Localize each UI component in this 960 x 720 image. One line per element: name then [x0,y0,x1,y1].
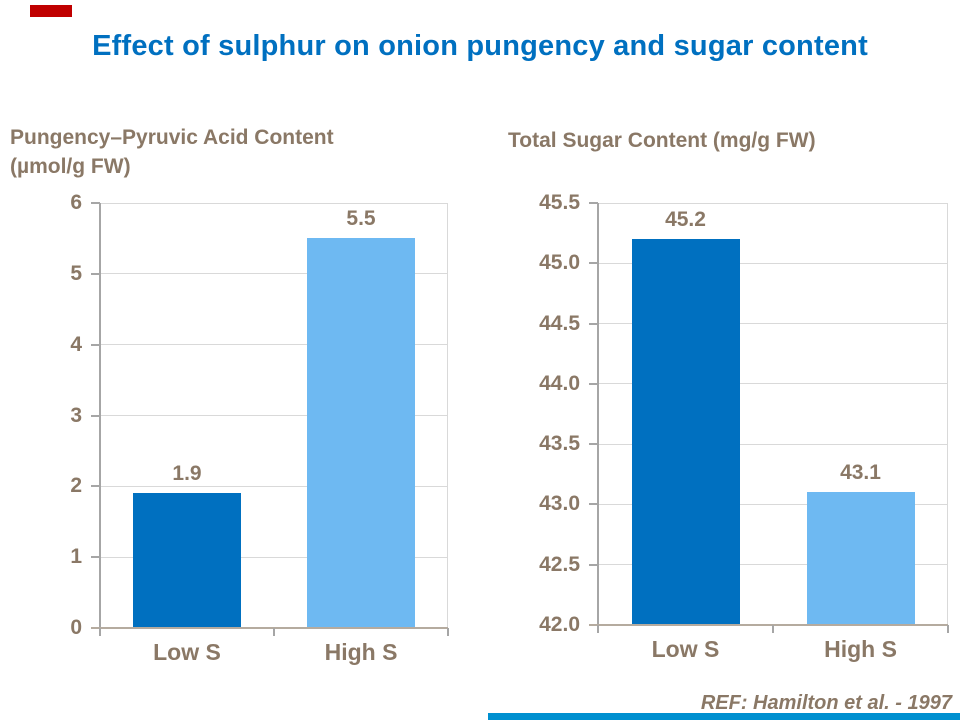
y-tick-label: 44.0 [539,371,580,395]
y-tick-label: 44.5 [539,311,580,335]
left-chart-title-line2: (µmol/g FW) [10,155,131,178]
y-axis-tick [91,556,100,559]
x-axis-tick [597,625,599,633]
right-chart-title: Total Sugar Content (mg/g FW) [508,126,958,155]
y-tick-label: 42.0 [539,613,580,636]
gridline [598,503,948,505]
right-chart-title-line1: Total Sugar Content (mg/g FW) [508,129,816,152]
gridline [100,202,448,204]
y-tick-label: 2 [70,474,82,498]
gridline [100,344,448,346]
bar-value-label: 43.1 [840,461,881,485]
slide-title: Effect of sulphur on onion pungency and … [92,30,868,62]
bar-high-s [806,492,915,625]
bar-value-label: 45.2 [665,208,706,232]
y-axis-tick [589,322,598,325]
x-axis-tick [99,628,101,636]
y-tick-label: 0 [70,616,82,639]
x-category-label: Low S [153,639,221,665]
red-accent-mark [30,5,72,17]
bar-low-s [133,493,241,628]
gridline [598,323,948,325]
y-tick-label: 3 [70,403,82,427]
y-axis-line [99,203,101,628]
y-axis-tick [91,414,100,417]
blue-accent-bar [488,713,960,720]
y-axis-tick [589,382,598,385]
y-axis-tick [589,262,598,265]
x-axis-baseline [589,624,948,626]
gridline [598,202,948,204]
left-chart-title: Pungency–Pyruvic Acid Content (µmol/g FW… [10,123,480,181]
y-tick-label: 1 [70,545,82,569]
gridline [100,556,448,558]
y-axis-tick [91,202,100,204]
x-axis-baseline [91,627,448,629]
x-category-label: High S [824,636,897,662]
y-tick-label: 45.0 [539,251,580,275]
gridline [598,443,948,445]
y-axis-tick [589,202,598,204]
y-tick-label: 42.5 [539,552,580,576]
x-category-label: High S [324,639,398,665]
y-tick-label: 4 [70,332,82,356]
bar-high-s [307,238,415,628]
y-tick-label: 6 [70,191,82,214]
y-tick-label: 43.0 [539,492,580,516]
y-tick-label: 43.5 [539,432,580,456]
gridline [598,383,948,385]
bar-low-s [631,239,740,625]
x-axis-tick [947,625,949,633]
y-tick-label: 45.5 [539,191,580,214]
y-axis-line [597,203,599,625]
y-tick-label: 5 [70,261,82,285]
left-chart-title-line1: Pungency–Pyruvic Acid Content [10,126,334,149]
x-axis-tick [447,628,449,636]
bar-value-label: 1.9 [172,462,202,486]
gridline [598,564,948,566]
y-axis-tick [91,485,100,488]
y-axis-tick [91,272,100,275]
y-axis-tick [589,563,598,566]
x-axis-tick [273,628,275,636]
y-axis-tick [91,343,100,346]
gridline [100,485,448,487]
y-axis-tick [589,503,598,506]
bar-value-label: 5.5 [346,207,376,231]
gridline [100,415,448,416]
reference-citation: REF: Hamilton et al. - 1997 [700,692,952,714]
gridline [100,273,448,275]
x-axis-tick [772,625,774,633]
gridline [598,262,948,264]
y-axis-tick [589,443,598,446]
x-category-label: Low S [651,636,720,662]
